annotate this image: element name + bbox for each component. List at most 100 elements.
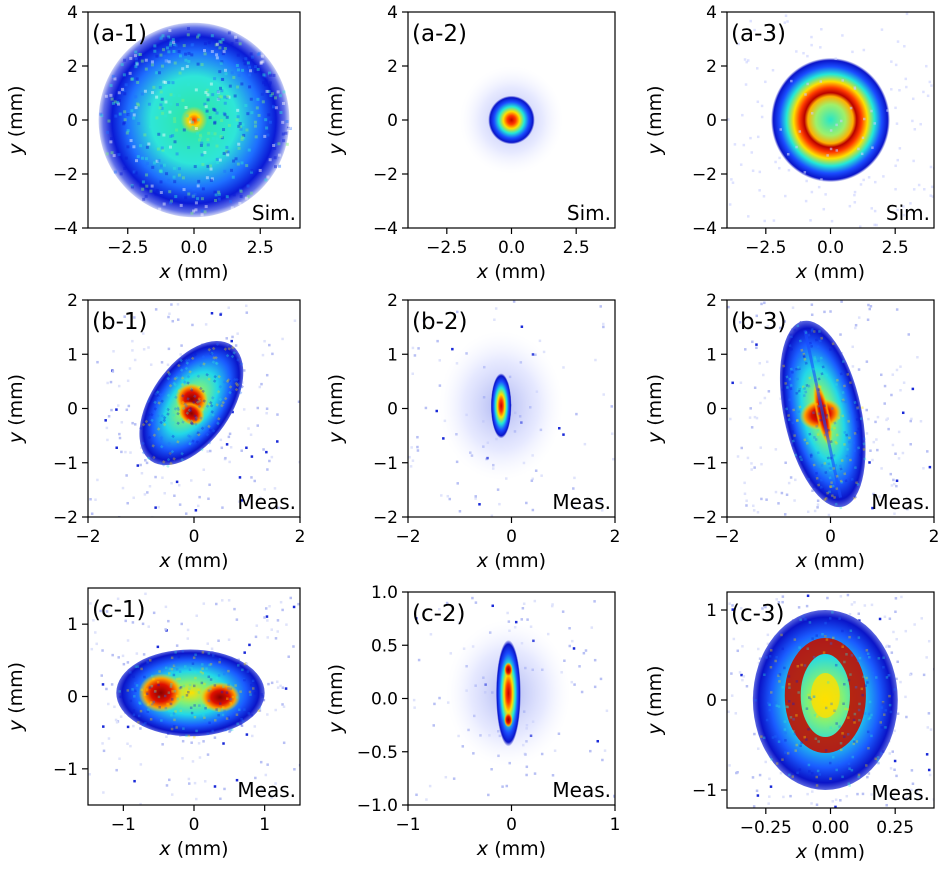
beam-pixel — [139, 52, 143, 56]
beam-pixel — [217, 97, 221, 101]
x-axis-label: x (mm) — [158, 550, 228, 572]
beam-pixel — [175, 128, 179, 132]
beam-pixel — [234, 157, 238, 161]
beam-pixel — [788, 377, 792, 381]
beam-pixel — [139, 183, 143, 187]
beam-pixel — [206, 164, 210, 168]
beam-pixel — [190, 43, 194, 47]
beam-pixel — [122, 122, 126, 126]
beam-pixel — [160, 414, 165, 418]
beam-pixel — [212, 379, 217, 383]
noise-pixel — [756, 135, 760, 139]
noise-pixel — [121, 486, 125, 490]
noise-pixel — [755, 343, 758, 346]
beam-pixel — [161, 48, 165, 52]
beam-pixel — [179, 368, 184, 372]
beam-spot — [495, 639, 521, 747]
beam-pixel — [192, 400, 196, 405]
noise-pixel — [922, 467, 925, 470]
noise-pixel — [253, 479, 256, 483]
beam-pixel — [181, 420, 185, 424]
beam-pixel — [209, 164, 213, 168]
beam-pixel — [199, 136, 203, 140]
beam-pixel — [853, 495, 857, 499]
beam-pixel — [813, 356, 817, 359]
noise-pixel — [113, 705, 116, 709]
beam-pixel — [271, 92, 275, 96]
beam-pixel — [216, 97, 220, 101]
beam-pixel — [828, 468, 832, 472]
beam-pixel — [181, 695, 185, 699]
beam-pixel — [178, 687, 182, 690]
beam-pixel — [857, 773, 861, 777]
beam-pixel — [846, 372, 850, 376]
beam-pixel — [775, 762, 779, 765]
beam-pixel — [186, 381, 190, 385]
noise-pixel — [270, 455, 274, 459]
beam-pixel — [831, 342, 835, 346]
beam-pixel — [228, 200, 232, 204]
beam-pixel — [173, 689, 177, 693]
beam-pixel — [159, 435, 164, 440]
beam-pixel — [841, 645, 844, 649]
noise-pixel — [572, 487, 575, 490]
beam-pixel — [168, 110, 172, 114]
noise-pixel — [895, 677, 898, 681]
noise-pixel — [810, 35, 813, 39]
beam-pixel — [174, 375, 179, 380]
noise-pixel — [865, 360, 869, 363]
noise-pixel — [893, 759, 897, 763]
corner-tag: Meas. — [871, 490, 930, 514]
beam-pixel — [205, 432, 210, 437]
beam-pixel — [167, 50, 171, 54]
beam-pixel — [232, 159, 236, 163]
noise-pixel — [752, 504, 755, 508]
noise-pixel — [913, 623, 916, 626]
noise-pixel — [282, 741, 286, 745]
beam-pixel — [867, 717, 871, 721]
beam-pixel — [817, 329, 821, 333]
noise-pixel — [872, 492, 875, 496]
noise-pixel — [417, 658, 421, 662]
beam-pixel — [176, 443, 180, 447]
beam-pixel — [142, 197, 146, 201]
beam-pixel — [777, 705, 781, 708]
beam-pixel — [197, 691, 201, 694]
noise-pixel — [895, 484, 898, 488]
beam-pixel — [278, 164, 282, 168]
beam-pixel — [155, 188, 159, 192]
beam-pixel — [150, 60, 154, 64]
noise-pixel — [411, 372, 414, 376]
beam-pixel — [832, 455, 836, 459]
noise-pixel — [744, 83, 748, 86]
beam-pixel — [254, 70, 258, 74]
beam-pixel — [227, 31, 231, 35]
beam-pixel — [209, 167, 213, 171]
beam-pixel — [241, 668, 244, 672]
x-tick-label: −0.25 — [740, 818, 792, 838]
noise-pixel — [209, 449, 212, 453]
noise-pixel — [866, 318, 870, 322]
beam-pixel — [165, 408, 169, 412]
noise-pixel — [168, 312, 171, 315]
beam-pixel — [240, 135, 244, 139]
noise-pixel — [763, 219, 766, 223]
beam-pixel — [866, 730, 870, 734]
noise-pixel — [793, 499, 796, 502]
beam-pixel — [769, 653, 773, 656]
y-tick-label: −1 — [692, 781, 717, 801]
beam-pixel — [218, 95, 222, 99]
noise-pixel — [872, 440, 876, 444]
noise-pixel — [107, 415, 111, 418]
beam-pixel — [162, 460, 166, 464]
noise-pixel — [474, 495, 477, 498]
beam-pixel — [222, 50, 226, 54]
noise-pixel — [175, 480, 179, 484]
beam-pixel — [839, 372, 843, 376]
noise-pixel — [751, 169, 755, 173]
noise-pixel — [786, 152, 790, 156]
noise-pixel — [805, 604, 809, 608]
x-tick-label: −2.5 — [745, 238, 786, 258]
beam-pixel — [205, 667, 208, 670]
beam-pixel — [192, 350, 197, 354]
